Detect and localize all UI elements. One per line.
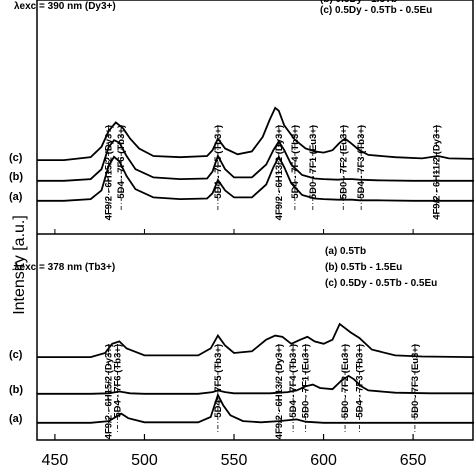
transition-annotation: 5D4 - 7F5 (Tb3+) — [213, 344, 224, 418]
x-tick-label: 600 — [310, 452, 337, 469]
transition-annotation: 5D4 - 7F5 (Tb3+) — [213, 125, 224, 199]
legend-entry: (a) 0.5Tb — [325, 246, 366, 257]
plot-border — [36, 0, 474, 441]
transition-annotation: 5D0 - 7F3 (Eu3+) — [410, 344, 421, 418]
transition-annotation: 5D0 - 7F2 (Eu3+) — [338, 125, 349, 199]
transition-annotation: 4F9/2 - 6H13/2 (Dy3+) — [274, 125, 285, 220]
series-label: (b) — [9, 171, 23, 183]
x-tick-label: 500 — [131, 452, 158, 469]
transition-annotation: 5D0 - 7F1 (Eu3+) — [301, 344, 312, 418]
spectrum-line — [37, 392, 474, 424]
transition-annotation: 5D4 - 7F6 (Tb3+) — [113, 344, 124, 418]
transition-annotation: 5D0 - 7F1 (Eu3+) — [308, 125, 319, 199]
transition-annotation: 4F9/2 - 6H15/2 (Dy3+) — [104, 344, 115, 439]
spectrum-line — [37, 374, 474, 395]
legend-entry: (c) 0.5Dy - 0.5Tb - 0.5Eu — [320, 5, 432, 16]
panel-top: λexc = 390 nm (Dy3+)(b) 0.5Dy - 1.5Tb(c)… — [9, 0, 474, 220]
transition-annotation: 5D4 - 7F3 (Tb3+) — [354, 344, 365, 418]
legend-entry: (c) 0.5Dy - 0.5Tb - 0.5Eu — [325, 278, 437, 289]
spectrum-line — [37, 154, 474, 202]
series-label: (b) — [9, 384, 23, 396]
transition-annotation: 5D4 - 7F4 (Tb3+) — [288, 344, 299, 418]
transition-annotation: 4F9/2 - 6H15/2 (Dy3+) — [104, 125, 115, 220]
transition-annotation: 4F9/2 - 6H11/2 (Dy3+) — [431, 125, 442, 220]
excitation-label: λexc = 378 nm (Tb3+) — [14, 262, 115, 273]
y-axis-label: Intensity [a.u.] — [11, 215, 28, 315]
series-label: (a) — [9, 191, 23, 203]
excitation-label: λexc = 390 nm (Dy3+) — [14, 1, 116, 12]
transition-annotation: 4F9/2 - 6H13/2 (Dy3+) — [274, 344, 285, 439]
transition-annotation: 5D4 - 7F3 (Tb3+) — [356, 125, 367, 199]
plot-frame — [36, 0, 474, 441]
legend-entry: (b) 0.5Dy - 1.5Tb — [320, 0, 397, 5]
transition-annotation: 5D0 - 7F2 (Eu3+) — [340, 344, 351, 418]
spectrum-line — [37, 322, 474, 358]
x-tick-label: 650 — [400, 452, 427, 469]
legend-entry: (b) 0.5Tb - 1.5Eu — [325, 262, 402, 273]
x-tick-label: 550 — [221, 452, 248, 469]
spectrum-line — [37, 106, 474, 161]
transition-annotation: 5D4 - 7F6 (Tb3+) — [116, 125, 127, 199]
transition-annotation: 5D4 - 7F4 (Tb3+) — [290, 125, 301, 199]
panel-bottom: λexc = 378 nm (Tb3+) (a) 0.5Tb (b) 0.5Tb -… — [9, 246, 474, 439]
series-label: (c) — [9, 349, 23, 361]
x-tick-label: 450 — [42, 452, 69, 469]
series-label: (c) — [9, 152, 23, 164]
x-axis: 450 500 550 600 650 — [42, 229, 427, 469]
series-label: (a) — [9, 413, 23, 425]
spectrum-line — [37, 139, 474, 182]
